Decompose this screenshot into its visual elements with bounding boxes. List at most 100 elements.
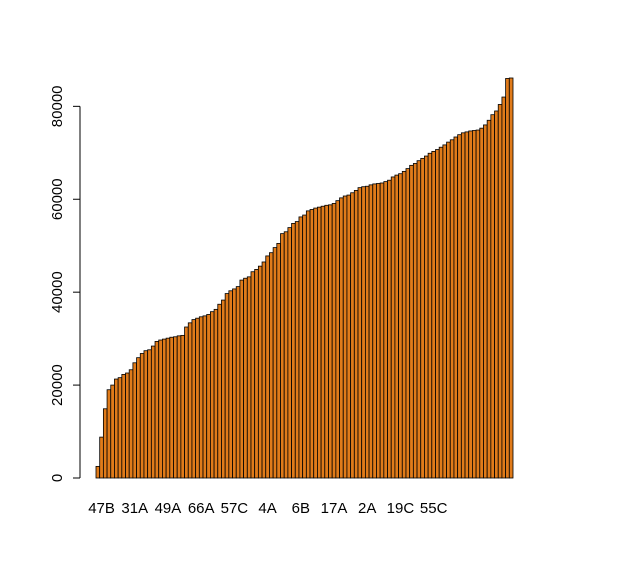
bar — [342, 195, 348, 479]
bar — [143, 350, 149, 479]
bar — [217, 303, 222, 479]
x-tick-label: 19C — [387, 500, 415, 517]
bar — [346, 194, 352, 479]
bar — [269, 252, 274, 479]
bar — [464, 131, 470, 479]
bar — [169, 336, 174, 479]
y-tick-label: 40000 — [49, 271, 66, 313]
bar — [147, 349, 152, 479]
bar — [416, 160, 422, 479]
bar — [409, 164, 414, 479]
bar — [128, 369, 134, 479]
bar — [383, 181, 388, 479]
bar — [483, 124, 488, 479]
bar — [191, 319, 197, 479]
bar — [294, 221, 300, 479]
bar — [508, 77, 514, 479]
bar — [401, 170, 407, 479]
bar — [261, 261, 267, 479]
bars-group — [95, 77, 514, 479]
bar — [313, 207, 318, 479]
bar — [305, 210, 311, 479]
bar — [250, 271, 256, 479]
bar — [475, 129, 481, 479]
y-tick-label: 20000 — [49, 364, 66, 406]
bar — [376, 183, 381, 479]
bar — [368, 184, 374, 479]
y-axis: 0 20000 40000 60000 80000 — [49, 85, 81, 482]
bar — [505, 78, 510, 479]
x-tick-label: 2A — [358, 500, 376, 517]
x-tick-label: 4A — [258, 500, 276, 517]
bar — [283, 231, 289, 479]
x-tick-label: 57C — [221, 500, 249, 517]
bar — [339, 197, 344, 479]
bar — [372, 183, 377, 479]
bar — [117, 377, 123, 479]
bar — [213, 308, 219, 479]
x-tick-label: 47B — [88, 500, 115, 517]
bar — [497, 104, 503, 479]
bar — [412, 163, 418, 479]
bar — [99, 436, 104, 479]
bar — [287, 227, 292, 479]
bar — [232, 288, 237, 479]
bar — [438, 146, 444, 479]
bar — [136, 357, 141, 479]
bar — [125, 372, 130, 479]
bar — [320, 205, 326, 479]
bar — [361, 186, 366, 479]
bar — [379, 182, 385, 479]
bar — [139, 353, 145, 479]
bar — [254, 269, 259, 479]
bar — [154, 341, 160, 479]
bar — [221, 299, 226, 479]
bar — [180, 334, 185, 479]
bar — [235, 286, 241, 479]
bar — [405, 168, 411, 479]
bar — [435, 149, 440, 479]
bar — [173, 336, 178, 479]
bar — [280, 233, 285, 479]
bar — [184, 326, 189, 479]
bar — [350, 192, 355, 479]
bar — [257, 265, 263, 479]
bar — [162, 338, 167, 479]
bar — [265, 255, 270, 479]
bar — [460, 132, 466, 479]
x-tick-label: 66A — [188, 500, 215, 517]
bar — [427, 152, 433, 479]
bar — [176, 335, 182, 479]
bar — [228, 290, 233, 479]
bar — [224, 293, 230, 479]
bar — [243, 277, 248, 479]
bar — [331, 203, 337, 479]
bar — [486, 119, 492, 479]
bar — [114, 378, 119, 479]
bar — [335, 200, 340, 479]
y-tick-label: 0 — [49, 474, 66, 482]
bar — [453, 136, 459, 479]
bar — [446, 141, 451, 479]
bar — [291, 223, 296, 479]
bar — [209, 311, 215, 479]
bar — [272, 247, 278, 479]
bar — [158, 339, 163, 479]
bar — [353, 190, 359, 479]
bar — [298, 216, 304, 479]
bar — [442, 144, 447, 479]
bar — [394, 174, 400, 479]
bar — [309, 209, 315, 479]
x-axis-labels: 47B 31A 49A 66A 57C 4A 6B 17A 2A 19C 55C — [88, 500, 447, 517]
bar — [102, 408, 108, 479]
bar — [479, 127, 484, 479]
bar — [106, 389, 112, 479]
bar — [449, 139, 455, 479]
bar — [150, 345, 156, 479]
bar — [239, 279, 245, 479]
bar — [187, 322, 193, 479]
bar — [328, 204, 333, 479]
x-tick-label: 55C — [420, 500, 448, 517]
bar — [387, 179, 392, 479]
